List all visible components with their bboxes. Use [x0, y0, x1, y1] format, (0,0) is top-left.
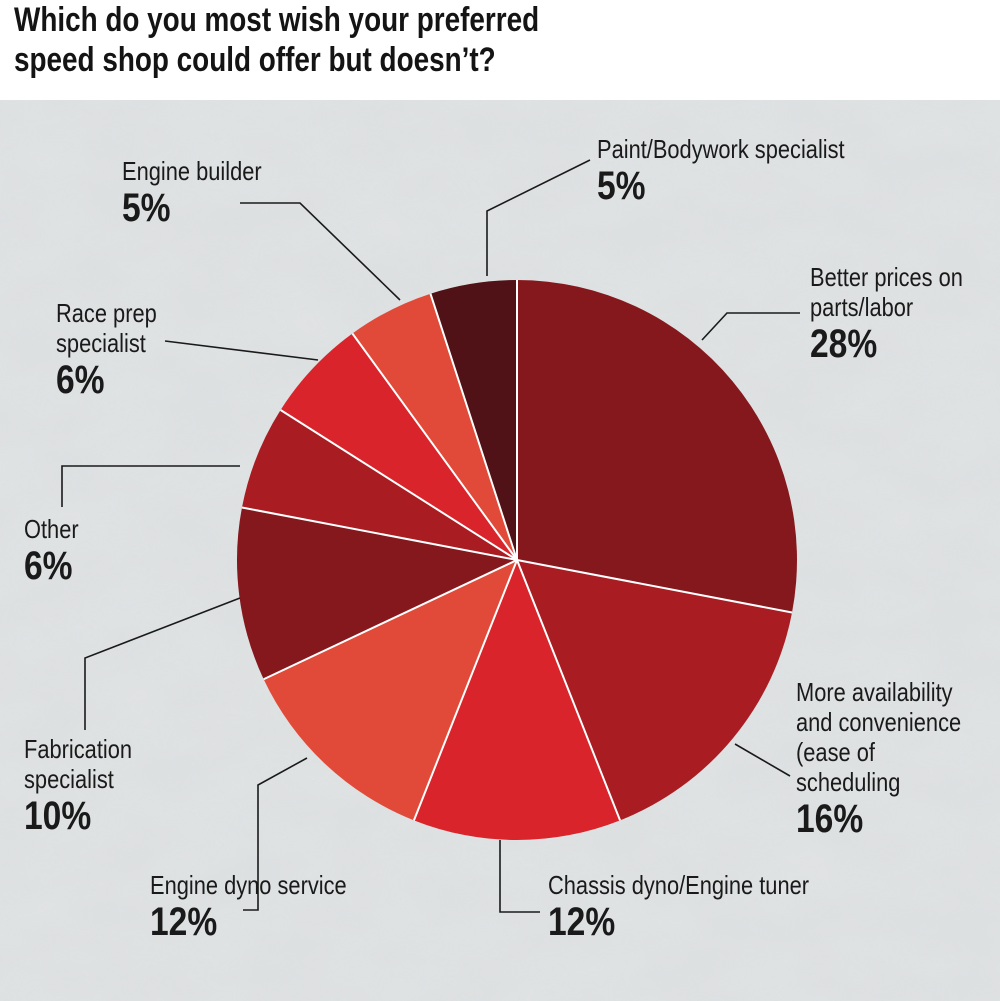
pie-slice-7	[280, 333, 517, 560]
slice-name: Paint/Bodywork specialist	[597, 134, 845, 164]
slice-percentage: 5%	[122, 186, 171, 230]
chart-title-line-2: speed shop could offer but doesn’t?	[14, 41, 496, 79]
slice-label-9: Paint/Bodywork specialist 5%	[597, 134, 845, 208]
slice-separator	[429, 293, 518, 561]
pie-slice-1	[517, 280, 798, 613]
slice-label-3: Chassis dyno/Engine tuner 12%	[548, 870, 809, 944]
slice-name: specialist	[56, 328, 146, 358]
pie-slice-9	[430, 280, 517, 560]
leader-line-1	[701, 312, 800, 341]
slice-name: Race prep	[56, 298, 157, 328]
slice-name: scheduling	[796, 767, 901, 797]
pie-slice-3	[413, 560, 621, 841]
slice-percentage: 5%	[597, 164, 646, 208]
slice-separator	[263, 559, 518, 681]
slice-percentage: 6%	[24, 544, 73, 588]
leader-line-7	[164, 340, 319, 361]
slice-label-8: Engine builder 5%	[122, 156, 262, 230]
slice-percentage: 6%	[56, 358, 105, 402]
slice-name: Better prices on	[810, 262, 963, 292]
leader-line-4	[243, 757, 308, 911]
header-background	[0, 0, 1000, 100]
slice-name: specialist	[24, 764, 114, 794]
slice-name: (ease of	[796, 737, 875, 767]
slice-percentage: 12%	[548, 900, 616, 944]
slice-separator	[351, 332, 518, 561]
pie-slice-4	[263, 560, 517, 821]
slice-separator	[516, 559, 793, 614]
slice-percentage: 10%	[24, 794, 92, 838]
slice-label-1: Better prices on parts/labor 28%	[810, 262, 963, 366]
pie-slice-5	[237, 507, 517, 680]
slice-name: More availability	[796, 677, 953, 707]
slice-label-7: Race prep specialist 6%	[56, 298, 157, 402]
slice-separator	[241, 506, 518, 561]
slice-label-6: Other 6%	[24, 514, 79, 588]
slice-separator	[280, 409, 518, 561]
pie-slice-6	[241, 409, 517, 560]
leader-line-2	[734, 743, 791, 777]
chart-title-line-1: Which do you most wish your preferred	[14, 1, 540, 39]
pie-slice-8	[352, 293, 517, 560]
slice-label-5: Fabrication specialist 10%	[24, 734, 132, 838]
slice-separator	[413, 559, 518, 821]
slice-label-2: More availability and convenience (ease of…	[796, 677, 961, 841]
chart-title: Which do you most wish your preferred sp…	[14, 0, 752, 80]
slice-label-4: Engine dyno service 12%	[150, 870, 347, 944]
slice-percentage: 28%	[810, 322, 878, 366]
slice-name: and convenience	[796, 707, 962, 737]
pie-slice-2	[517, 560, 793, 821]
slice-name: parts/labor	[810, 292, 914, 322]
slice-name: Engine dyno service	[150, 870, 347, 900]
slice-name: Other	[24, 514, 79, 544]
leader-line-5	[84, 597, 241, 730]
leader-line-8	[240, 202, 401, 301]
leader-line-6	[61, 465, 240, 507]
slice-percentage: 16%	[796, 797, 864, 841]
slice-separator	[516, 559, 621, 821]
slice-name: Engine builder	[122, 156, 262, 186]
slice-percentage: 12%	[150, 900, 218, 944]
leader-line-9	[486, 159, 591, 276]
leader-line-3	[499, 840, 540, 913]
slice-name: Fabrication	[24, 734, 133, 764]
slice-name: Chassis dyno/Engine tuner	[548, 870, 810, 900]
